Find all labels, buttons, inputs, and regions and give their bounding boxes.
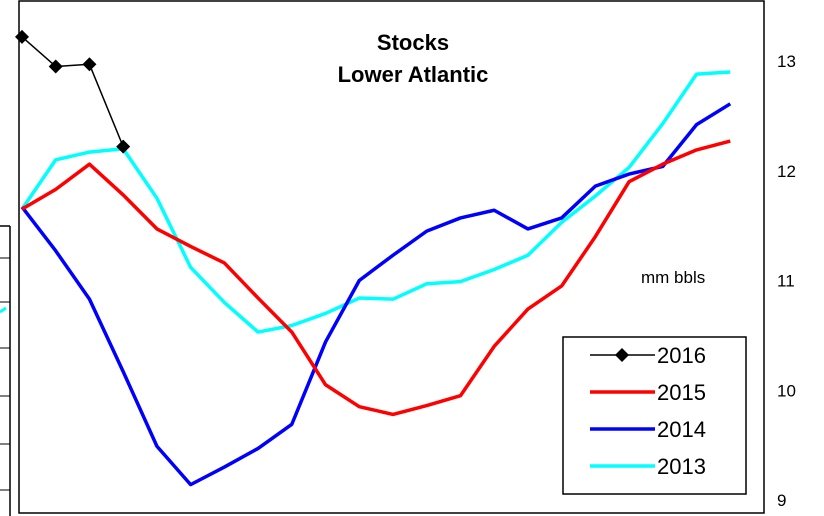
series-point-2016 xyxy=(15,29,29,44)
legend-label-2015: 2015 xyxy=(657,380,706,405)
legend-label-2013: 2013 xyxy=(657,454,706,479)
y-tick-label: 11 xyxy=(777,272,795,291)
legend-label-2014: 2014 xyxy=(657,417,706,442)
series-layer xyxy=(15,29,732,487)
legend-items: 2016 2015 2014 2013 xyxy=(590,343,706,479)
legend-box xyxy=(562,336,747,495)
legend-marker-2016 xyxy=(615,348,629,362)
series-point-2016 xyxy=(48,59,63,74)
unit-label: mm bbls xyxy=(641,268,705,287)
y-tick-label: 10 xyxy=(777,381,796,400)
legend: 2016 2015 2014 2013 xyxy=(562,336,747,495)
series-line-2016 xyxy=(21,36,124,147)
legend-label-2016: 2016 xyxy=(657,343,706,368)
series-point-2016 xyxy=(116,139,131,154)
y-tick-label: 12 xyxy=(777,162,796,181)
left-cropped-panel xyxy=(0,225,11,516)
y-axis-tick-labels: 9 10 11 12 13 xyxy=(777,52,796,510)
plot-frame xyxy=(18,0,765,514)
chart-subtitle: Lower Atlantic xyxy=(338,62,489,87)
y-tick-label: 9 xyxy=(777,491,786,510)
series-line-2015 xyxy=(21,139,731,417)
y-tick-label: 13 xyxy=(777,52,796,71)
series-point-2016 xyxy=(82,57,97,72)
series-line-2014 xyxy=(20,102,732,487)
chart-title: Stocks xyxy=(377,30,449,55)
